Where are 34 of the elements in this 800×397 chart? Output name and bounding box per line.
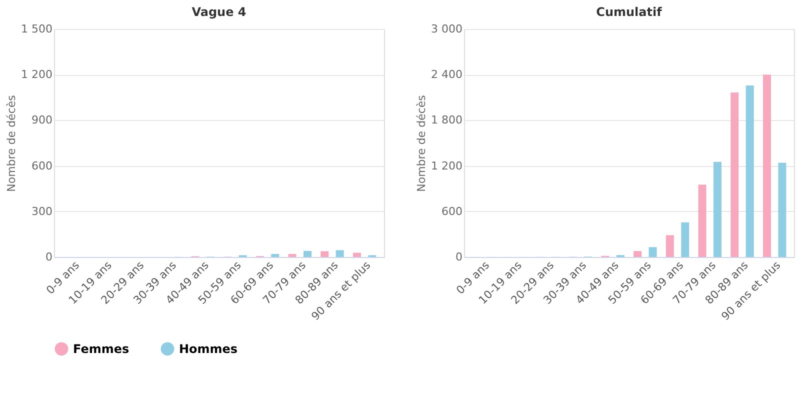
y-axis-title: Nombre de décès	[5, 94, 18, 192]
bar	[634, 251, 642, 257]
y-axis-title: Nombre de décès	[415, 94, 428, 192]
y-tick-label: 1 500	[21, 22, 52, 36]
y-tick-label: 1 200	[21, 68, 52, 82]
bar	[303, 250, 312, 257]
bar	[666, 235, 674, 257]
y-tick-label: 0	[456, 250, 462, 264]
bar	[648, 247, 657, 257]
y-tick-label: 600	[442, 204, 462, 218]
legend-label: Hommes	[179, 342, 238, 356]
bar	[271, 254, 280, 257]
bar	[352, 252, 361, 257]
bar	[288, 254, 296, 257]
bar	[698, 184, 706, 257]
y-tick-label: 1 800	[431, 114, 462, 127]
bar	[762, 74, 771, 257]
chart-title: Vague 4	[192, 5, 246, 19]
y-tick-label: 3 000	[431, 22, 462, 36]
legend-label: Femmes	[73, 342, 130, 356]
y-tick-label: 2 400	[431, 68, 462, 82]
bar	[320, 251, 329, 257]
y-tick-label: 600	[32, 159, 52, 172]
y-tick-label: 1 200	[431, 159, 462, 172]
y-tick-label: 0	[46, 250, 52, 264]
bar	[336, 250, 344, 257]
bar	[730, 92, 739, 257]
bar	[746, 85, 754, 257]
y-tick-label: 900	[32, 114, 52, 127]
bar	[778, 162, 786, 257]
bar	[681, 222, 690, 257]
y-tick-label: 300	[32, 204, 52, 218]
chart-title: Cumulatif	[596, 5, 663, 19]
bar	[713, 162, 722, 257]
